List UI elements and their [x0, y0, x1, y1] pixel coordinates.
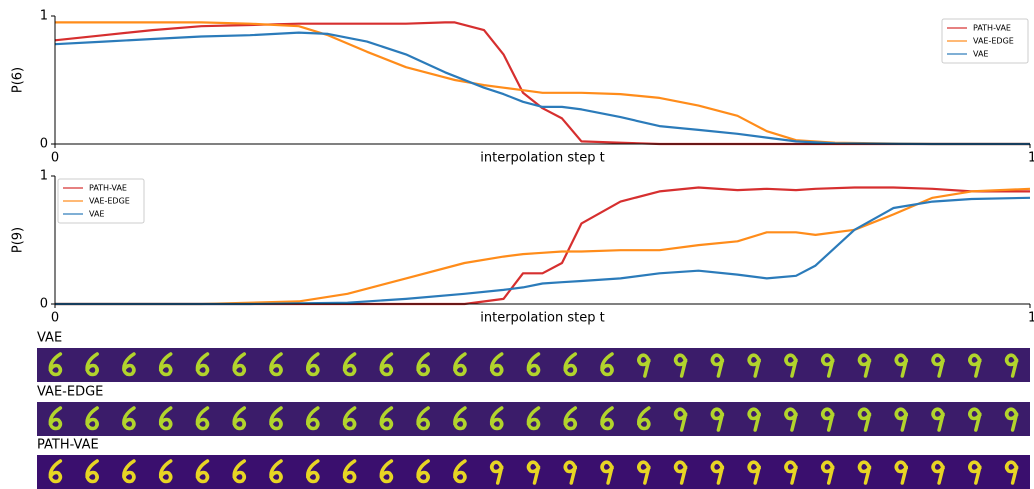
legend-label: VAE-EDGE [973, 37, 1014, 46]
x-tick-label: 0 [51, 151, 59, 166]
x-axis-label: interpolation step t [480, 151, 604, 166]
series-line [55, 33, 1030, 144]
legend-label: VAE [89, 210, 105, 219]
legend-label: VAE-EDGE [89, 197, 130, 206]
y-tick-label: 1 [40, 169, 48, 184]
legend-label: PATH-VAE [973, 24, 1011, 33]
legend: PATH-VAE VAE-EDGE VAE [942, 19, 1028, 63]
y-axis-label: P(6) [11, 67, 26, 93]
series-line [55, 22, 1030, 144]
x-axis-label: interpolation step t [480, 311, 604, 326]
y-axis-label: P(9) [11, 227, 26, 253]
legend-label: PATH-VAE [89, 184, 127, 193]
y-tick-label: 0 [40, 297, 48, 312]
y-tick-label: 0 [40, 137, 48, 152]
x-tick-label: 0 [51, 311, 59, 326]
strip-label: PATH-VAE [37, 438, 99, 453]
x-tick-label: 1 [1028, 311, 1034, 326]
legend-label: VAE [973, 50, 989, 59]
series-line [55, 188, 1030, 305]
strip-label: VAE-EDGE [37, 385, 103, 400]
series-line [55, 198, 1030, 304]
series-line [55, 22, 1030, 144]
x-tick-label: 1 [1028, 151, 1034, 166]
y-tick-label: 1 [40, 9, 48, 24]
series-line [55, 189, 1030, 304]
figure: 0101interpolation step tP(6)PATH-VAEVAE-… [0, 0, 1034, 489]
strip-label: VAE [37, 331, 62, 346]
legend: PATH-VAE VAE-EDGE VAE [58, 179, 144, 223]
